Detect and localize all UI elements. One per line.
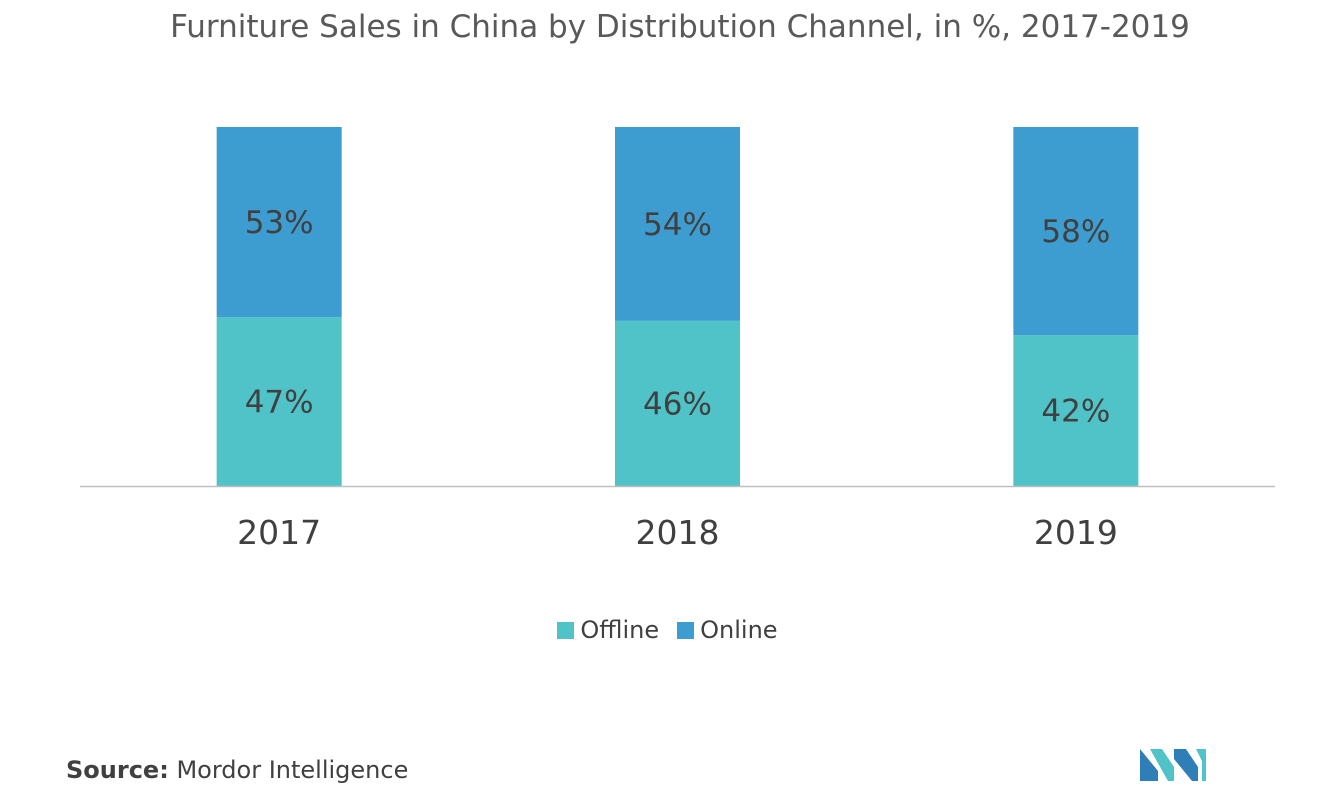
bar-offline-2018: [615, 320, 740, 486]
data-label-offline-2018: 46%: [643, 386, 712, 422]
bar-online-2018: [615, 127, 740, 321]
legend-item-online[interactable]: Online: [677, 616, 778, 644]
source-note: Source: Mordor Intelligence: [66, 756, 408, 784]
data-label-online-2019: 58%: [1041, 214, 1110, 250]
bar-online-2019: [1013, 127, 1139, 336]
source-label: Source:: [66, 756, 169, 784]
x-tick-label-2019: 2019: [1034, 513, 1118, 552]
bar-online-2017: [216, 127, 342, 318]
legend-label-offline: Offline: [580, 616, 660, 644]
bar-offline-2019: [1013, 335, 1139, 486]
data-label-online-2018: 54%: [643, 207, 712, 243]
chart-plot: 47% 53% 2017 46% 54% 2018 42% 58% 2019: [80, 127, 1275, 552]
data-label-online-2017: 53%: [245, 205, 314, 241]
data-label-offline-2019: 42%: [1041, 394, 1110, 430]
chart-title: Furniture Sales in China by Distribution…: [170, 9, 1190, 45]
mordor-intelligence-logo-icon: [1140, 749, 1206, 781]
legend-swatch-offline: [557, 621, 575, 639]
legend-swatch-online: [677, 621, 695, 639]
x-tick-label-2017: 2017: [237, 513, 321, 552]
legend-item-offline[interactable]: Offline: [557, 616, 659, 644]
legend-label-online: Online: [700, 616, 778, 644]
source-text: Mordor Intelligence: [176, 756, 409, 784]
chart-legend: Offline Online: [0, 616, 1325, 644]
data-label-offline-2017: 47%: [245, 385, 314, 421]
x-tick-label-2018: 2018: [636, 513, 720, 552]
bar-offline-2017: [216, 317, 342, 486]
